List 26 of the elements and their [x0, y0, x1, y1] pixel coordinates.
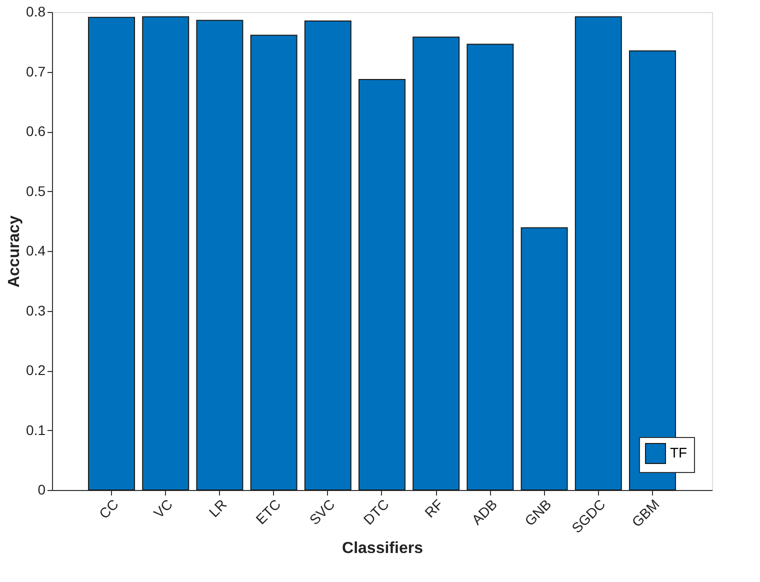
x-tick-label: RF [421, 496, 446, 521]
bar [520, 227, 568, 490]
bar [304, 20, 352, 490]
bar [88, 16, 135, 490]
x-axis-title: Classifiers [342, 540, 424, 557]
bar [142, 16, 190, 490]
y-tick-label: 0.7 [26, 63, 46, 80]
x-tick-label: LR [206, 496, 230, 520]
bar [574, 16, 622, 490]
x-tick-label: CC [96, 496, 122, 522]
y-tick-label: 0.1 [26, 422, 46, 438]
y-tick-label: 0.3 [26, 302, 46, 318]
y-tick-label: 0.4 [26, 242, 46, 258]
y-tick-label: 0.2 [26, 362, 46, 378]
y-tick-label: 0 [38, 482, 46, 498]
y-tick-label: 0.8 [26, 4, 46, 20]
bar [250, 34, 298, 490]
y-tick-label: 0.6 [26, 123, 46, 139]
y-tick-label: 0.5 [26, 182, 46, 199]
bar [196, 20, 244, 490]
bar [412, 36, 460, 490]
x-tick-label: VC [150, 496, 176, 522]
bar [358, 79, 406, 490]
legend-label: TF [670, 444, 688, 460]
bar [466, 44, 514, 490]
y-axis-title: Accuracy [6, 215, 24, 288]
